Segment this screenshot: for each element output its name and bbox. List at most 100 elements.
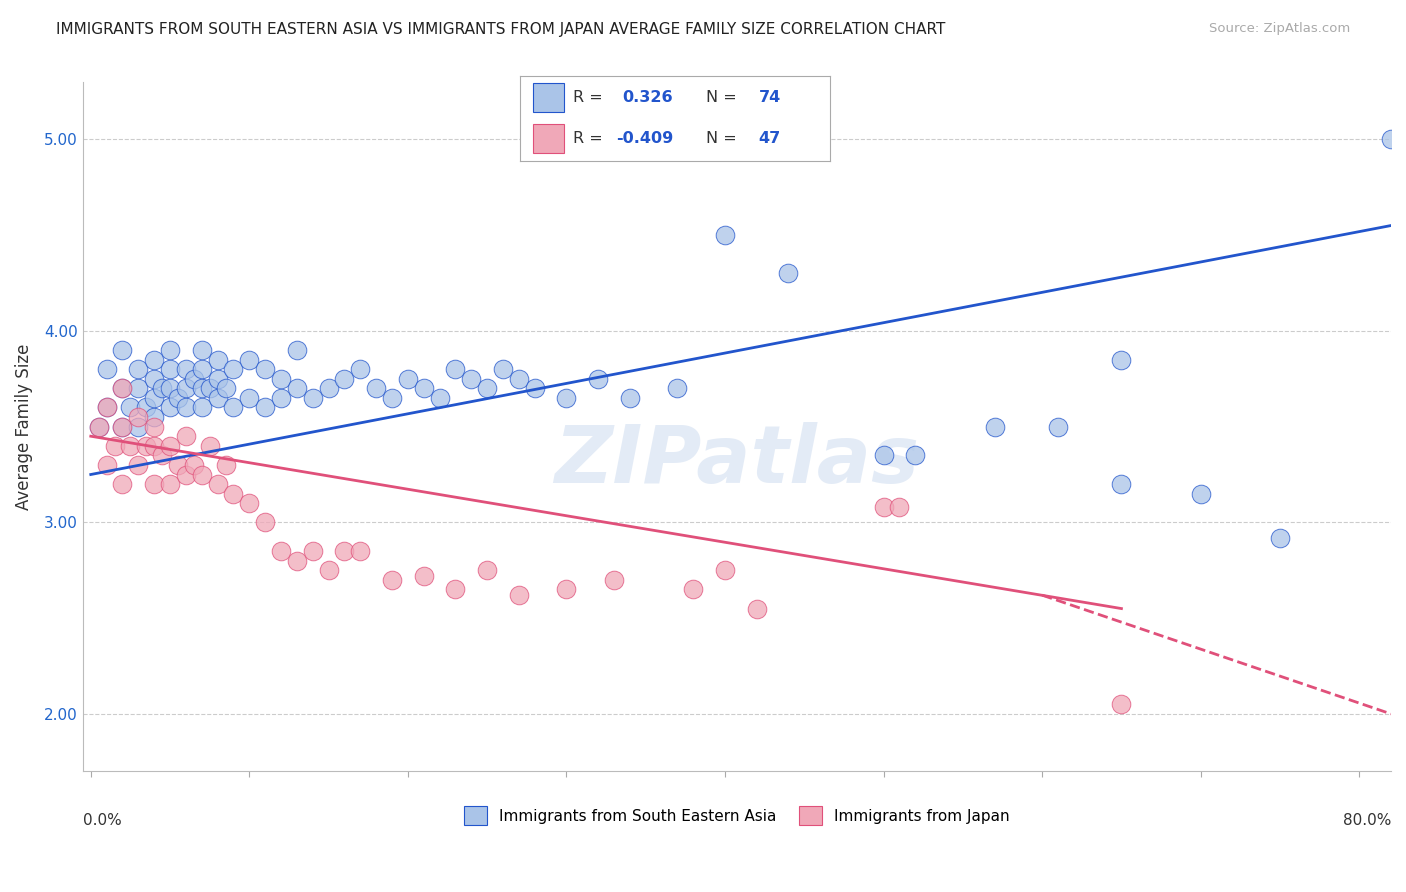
Text: R =: R = (572, 130, 607, 145)
Point (135, 401, 157, 415)
Point (103, 439, 125, 453)
Point (555, 582, 578, 597)
Point (778, 267, 800, 281)
Point (198, 439, 221, 453)
Point (127, 419, 149, 434)
Point (333, 372, 356, 386)
Text: N =: N = (706, 130, 742, 145)
Y-axis label: Average Family Size: Average Family Size (15, 343, 32, 510)
Point (159, 343, 181, 357)
Point (349, 544, 371, 558)
Point (111, 381, 134, 395)
Point (586, 372, 609, 386)
Point (150, 381, 173, 395)
Point (207, 352, 229, 367)
Point (120, 401, 142, 415)
Point (159, 381, 181, 395)
Point (87, 419, 110, 434)
Point (444, 362, 467, 376)
Point (872, 448, 894, 462)
Point (159, 477, 181, 491)
Text: N =: N = (706, 90, 742, 105)
Point (143, 391, 166, 405)
Point (904, 448, 927, 462)
Point (191, 467, 214, 482)
Point (159, 439, 181, 453)
Point (143, 410, 166, 425)
FancyBboxPatch shape (533, 84, 564, 112)
Point (983, 419, 1005, 434)
Point (745, 601, 768, 615)
Point (150, 448, 173, 462)
Point (96, 458, 118, 472)
Point (333, 544, 356, 558)
Point (143, 419, 166, 434)
FancyBboxPatch shape (533, 124, 564, 153)
Point (87, 419, 110, 434)
Point (349, 362, 371, 376)
Text: IMMIGRANTS FROM SOUTH EASTERN ASIA VS IMMIGRANTS FROM JAPAN AVERAGE FAMILY SIZE : IMMIGRANTS FROM SOUTH EASTERN ASIA VS IM… (56, 22, 946, 37)
Point (238, 352, 260, 367)
Point (111, 343, 134, 357)
Point (270, 372, 292, 386)
Point (396, 372, 419, 386)
Point (183, 458, 205, 472)
Point (96, 401, 118, 415)
Point (381, 573, 404, 587)
Point (285, 381, 308, 395)
Point (872, 500, 894, 514)
Point (183, 372, 205, 386)
Text: ZIPatlas: ZIPatlas (554, 422, 920, 500)
Point (96, 401, 118, 415)
Point (492, 362, 515, 376)
Point (111, 419, 134, 434)
Point (666, 381, 689, 395)
Text: 74: 74 (758, 90, 780, 105)
Point (159, 362, 181, 376)
Point (214, 458, 236, 472)
Point (301, 544, 323, 558)
Point (429, 391, 451, 405)
Point (444, 582, 467, 597)
Point (143, 372, 166, 386)
Text: 0.0%: 0.0% (83, 813, 121, 828)
Point (127, 381, 149, 395)
Point (111, 381, 134, 395)
Text: R =: R = (572, 90, 607, 105)
Point (318, 381, 340, 395)
Point (174, 362, 197, 376)
Point (508, 372, 530, 386)
Point (619, 391, 641, 405)
Point (191, 381, 214, 395)
Point (159, 401, 181, 415)
Point (1379, 132, 1402, 146)
Point (523, 381, 546, 395)
Point (1111, 352, 1133, 367)
Point (366, 381, 388, 395)
Text: 80.0%: 80.0% (1343, 813, 1391, 828)
Point (270, 391, 292, 405)
Point (460, 372, 482, 386)
Point (127, 410, 149, 425)
Point (254, 516, 277, 530)
Point (285, 343, 308, 357)
Point (174, 401, 197, 415)
Point (270, 544, 292, 558)
Point (167, 458, 190, 472)
Point (318, 563, 340, 577)
Point (120, 439, 142, 453)
Point (238, 391, 260, 405)
Point (508, 588, 530, 602)
Point (412, 569, 434, 583)
Point (191, 362, 214, 376)
Point (682, 582, 704, 597)
Point (143, 477, 166, 491)
Point (198, 381, 221, 395)
Point (135, 439, 157, 453)
Point (603, 573, 626, 587)
Point (191, 343, 214, 357)
Point (555, 391, 578, 405)
Point (477, 381, 499, 395)
Text: 0.326: 0.326 (623, 90, 673, 105)
Point (285, 554, 308, 568)
